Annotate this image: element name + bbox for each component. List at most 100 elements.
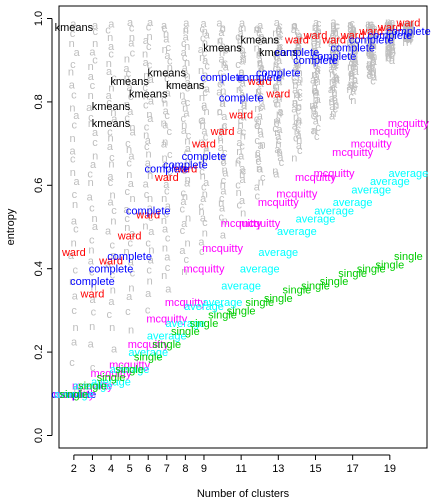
- background-glyph: a: [348, 32, 355, 44]
- background-glyph: n: [240, 23, 246, 35]
- background-glyph: a: [292, 121, 299, 133]
- background-glyph: n: [238, 67, 244, 79]
- background-glyph: n: [348, 72, 354, 84]
- point-label-complete: complete: [349, 34, 394, 46]
- background-glyph: a: [255, 153, 262, 165]
- background-glyph: c: [199, 166, 205, 178]
- background-glyph: n: [408, 29, 414, 41]
- background-glyph: n: [295, 41, 301, 53]
- background-glyph: n: [92, 151, 98, 163]
- background-glyph: n: [316, 112, 322, 124]
- background-glyph: n: [390, 30, 396, 42]
- background-glyph: n: [162, 243, 168, 255]
- background-glyph: c: [297, 92, 303, 104]
- background-glyph: a: [182, 62, 189, 74]
- background-glyph: a: [238, 28, 245, 40]
- background-glyph: n: [349, 68, 355, 80]
- background-glyph: a: [294, 57, 301, 69]
- background-glyph: c: [91, 306, 97, 318]
- background-glyph: c: [92, 54, 98, 66]
- background-glyph: a: [107, 196, 114, 208]
- background-glyph: n: [346, 37, 352, 49]
- point-label-single: single: [357, 264, 386, 276]
- background-glyph: n: [146, 148, 152, 160]
- background-glyph: c: [167, 166, 173, 178]
- point-label-mcquitty: mcquitty: [258, 197, 299, 209]
- background-glyph: a: [366, 24, 373, 36]
- background-glyph: a: [198, 44, 205, 56]
- background-glyph: a: [180, 196, 187, 208]
- background-glyph: a: [273, 94, 280, 106]
- background-glyph: c: [129, 22, 135, 34]
- background-glyph: n: [296, 67, 302, 79]
- background-glyph: a: [237, 125, 244, 137]
- background-glyph: n: [108, 158, 114, 170]
- background-glyph: n: [110, 284, 116, 296]
- x-tick-label: 3: [89, 463, 95, 475]
- point-label-kmeans: kmeans: [129, 89, 168, 101]
- background-glyph: a: [74, 47, 81, 59]
- background-glyph: a: [315, 94, 322, 106]
- background-glyph: a: [165, 88, 172, 100]
- background-glyph: c: [128, 237, 134, 249]
- background-glyph: a: [330, 16, 337, 28]
- x-axis: 2 3 4 5 6 7 8 9 11 13 15 17 19: [71, 454, 396, 475]
- background-glyph: n: [182, 191, 188, 203]
- background-glyph: c: [186, 130, 192, 142]
- background-glyph: n: [272, 27, 278, 39]
- background-glyph: n: [110, 215, 116, 227]
- background-glyph: a: [366, 45, 373, 57]
- point-label-kmeans: kmeans: [55, 22, 94, 34]
- background-glyph: a: [370, 28, 377, 40]
- background-glyph: a: [293, 67, 300, 79]
- background-glyph: a: [368, 43, 375, 55]
- point-label-ward: ward: [98, 255, 123, 267]
- background-glyph: n: [106, 58, 112, 70]
- background-glyph: n: [333, 72, 339, 84]
- background-glyph: a: [333, 72, 340, 84]
- point-label-mcquitty: mcquitty: [202, 243, 243, 255]
- background-glyph: c: [313, 74, 319, 86]
- background-glyph: a: [222, 167, 229, 179]
- point-label-ward: ward: [340, 30, 365, 42]
- background-glyph: a: [405, 32, 412, 44]
- background-glyph: c: [110, 269, 116, 281]
- background-glyph: n: [218, 198, 224, 210]
- background-glyph: a: [314, 65, 321, 77]
- background-glyph: n: [389, 34, 395, 46]
- background-glyph: c: [276, 146, 282, 158]
- background-glyph: c: [404, 33, 410, 45]
- background-glyph: n: [348, 78, 354, 90]
- background-glyph: a: [147, 17, 154, 29]
- background-glyph: c: [124, 213, 130, 225]
- background-glyph: a: [350, 86, 357, 98]
- background-glyph: a: [163, 67, 170, 79]
- background-glyph: a: [259, 100, 266, 112]
- background-glyph: a: [185, 143, 192, 155]
- background-glyph: c: [146, 22, 152, 34]
- background-glyph: c: [202, 47, 208, 59]
- background-glyph: n: [69, 102, 75, 114]
- point-label-ward: ward: [303, 30, 328, 42]
- background-glyph: a: [184, 178, 191, 190]
- background-glyph: c: [291, 51, 297, 63]
- background-glyph: c: [144, 189, 150, 201]
- background-glyph: a: [221, 111, 228, 123]
- background-glyph: c: [334, 42, 340, 54]
- background-glyph: c: [238, 43, 244, 55]
- background-glyph: n: [129, 122, 135, 134]
- background-glyph: n: [293, 111, 299, 123]
- background-glyph: n: [387, 19, 393, 31]
- background-glyph: c: [130, 267, 136, 279]
- y-tick-label: 0.2: [33, 344, 45, 359]
- background-glyph: a: [254, 182, 261, 194]
- background-glyph: n: [371, 40, 377, 52]
- background-glyph: n: [200, 171, 206, 183]
- background-glyph: n: [183, 25, 189, 37]
- background-glyph: n: [351, 31, 357, 43]
- background-glyph: n: [352, 50, 358, 62]
- point-label-ward: ward: [321, 34, 346, 46]
- background-glyph: n: [332, 27, 338, 39]
- background-glyph: n: [220, 180, 226, 192]
- background-glyph: n: [218, 135, 224, 147]
